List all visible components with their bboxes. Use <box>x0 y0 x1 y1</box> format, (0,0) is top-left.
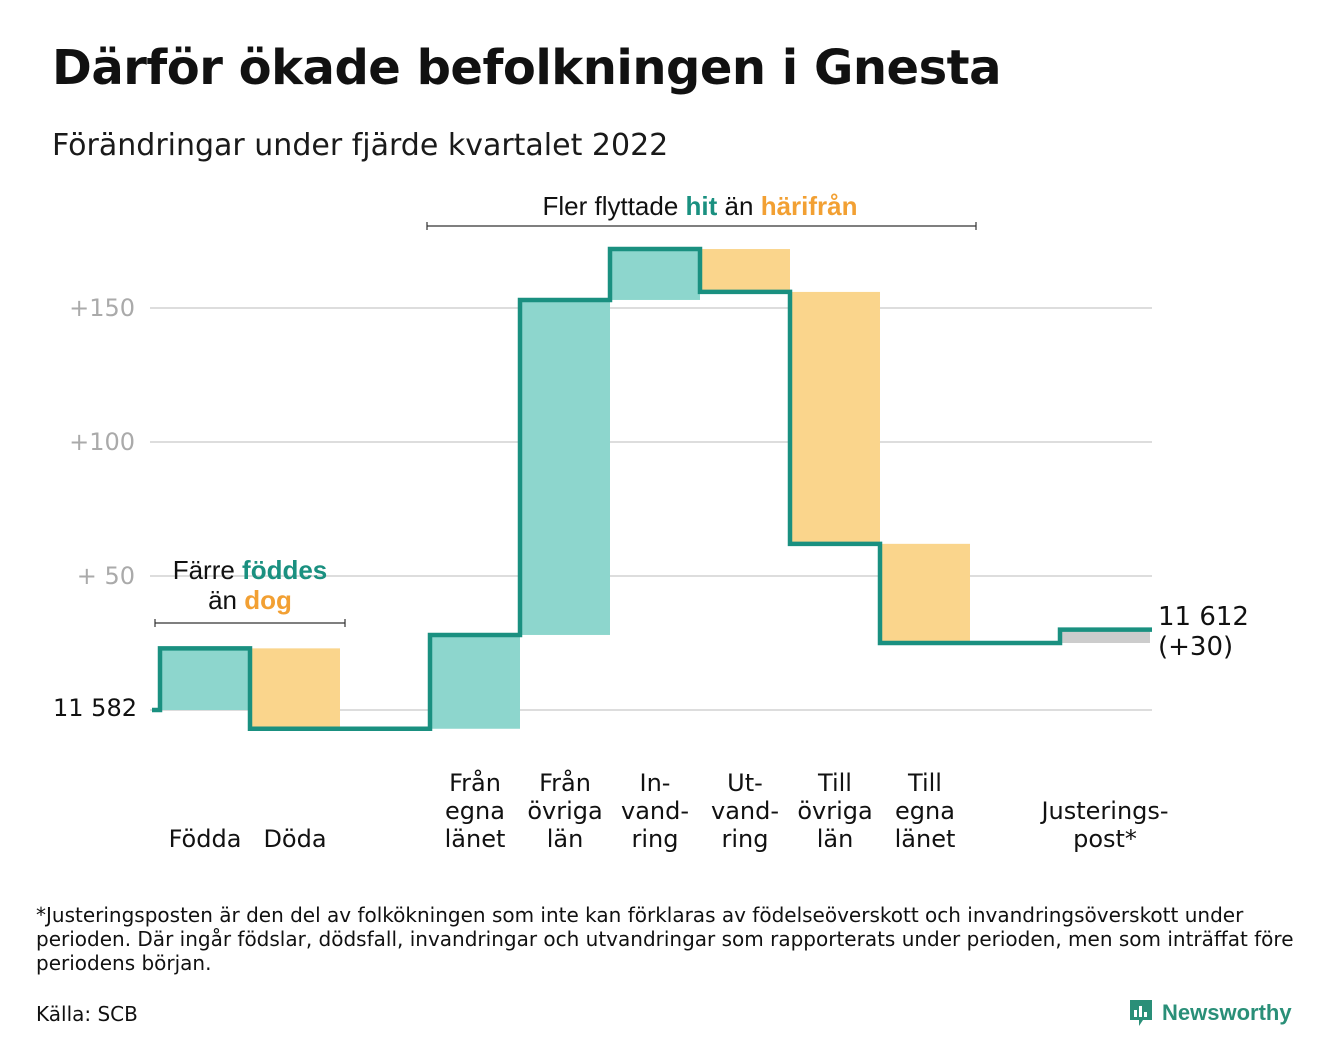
category-label: In- <box>640 769 671 797</box>
y-tick-label: + 50 <box>77 562 135 590</box>
line-layer <box>152 246 1152 732</box>
waterfall-bar <box>430 634 520 729</box>
waterfall-bar <box>520 299 610 635</box>
chart-title: Därför ökade befolkningen i Gnesta <box>52 40 1002 96</box>
category-label: länet <box>445 825 506 853</box>
brand-name: Newsworthy <box>1162 1000 1292 1025</box>
migration-annotation-middle: än <box>717 191 760 221</box>
births-deaths-annotation-line2: än dog <box>208 585 292 615</box>
start-value-label: 11 582 <box>53 694 137 722</box>
footnote: *Justeringsposten är den del av folkökni… <box>36 903 1294 975</box>
category-label: Justerings- <box>1039 797 1168 825</box>
category-label: Till <box>817 769 852 797</box>
y-tick-label: +100 <box>69 428 135 456</box>
migration-annotation-harifran: härifrån <box>761 191 858 221</box>
migration-annotation: Fler flyttade hit än härifrån <box>542 191 857 221</box>
category-label: vand- <box>711 797 779 825</box>
bar-layer <box>160 249 1150 729</box>
end-change-label: (+30) <box>1158 632 1233 662</box>
category-label: Från <box>449 768 501 797</box>
category-label: egna <box>895 797 955 825</box>
category-label: Födda <box>169 825 242 853</box>
deaths-annotation-highlight: dog <box>244 585 292 615</box>
category-label: Från <box>539 768 591 797</box>
chart-subtitle: Förändringar under fjärde kvartalet 2022 <box>52 128 669 163</box>
waterfall-bar <box>160 648 250 710</box>
category-label: ring <box>722 825 769 853</box>
category-label: övriga <box>527 797 602 825</box>
category-label: län <box>547 825 584 853</box>
category-label: Ut- <box>727 769 763 797</box>
births-annotation-prefix: Färre <box>173 555 242 585</box>
label-layer: Födda DödaFrånegnalänetFrånövrigalänIn-va… <box>169 768 1169 853</box>
category-label: övriga <box>797 797 872 825</box>
migration-annotation-hit: hit <box>686 191 718 221</box>
waterfall-chart: + 50+100+150 Födda DödaFrånegnalänetFrånö… <box>53 191 1249 853</box>
category-label: län <box>817 825 854 853</box>
deaths-annotation-prefix: än <box>208 585 244 615</box>
waterfall-bar <box>250 648 340 729</box>
cumulative-step-line <box>152 246 1152 732</box>
births-deaths-annotation-line1: Färre föddes <box>173 555 328 585</box>
category-label: Döda <box>263 825 326 853</box>
migration-bracket <box>426 222 977 230</box>
brand: Newsworthy <box>1128 998 1292 1028</box>
newsworthy-logo-icon <box>1130 1000 1152 1026</box>
y-tick-label: +150 <box>69 294 135 322</box>
waterfall-bar <box>1060 629 1150 643</box>
category-label: vand- <box>621 797 689 825</box>
waterfall-bar <box>880 543 970 643</box>
births-deaths-bracket <box>154 619 346 627</box>
waterfall-bar <box>700 249 790 292</box>
source: Källa: SCB <box>36 1002 138 1026</box>
category-label: Till <box>907 769 942 797</box>
category-label: länet <box>895 825 956 853</box>
births-annotation-highlight: föddes <box>242 555 327 585</box>
end-value-label: 11 612 <box>1158 602 1249 632</box>
category-label: egna <box>445 797 505 825</box>
waterfall-bar <box>610 249 700 300</box>
migration-annotation-prefix: Fler flyttade <box>542 191 685 221</box>
category-label: ring <box>632 825 679 853</box>
waterfall-bar <box>790 291 880 544</box>
category-label: post* <box>1073 825 1137 853</box>
